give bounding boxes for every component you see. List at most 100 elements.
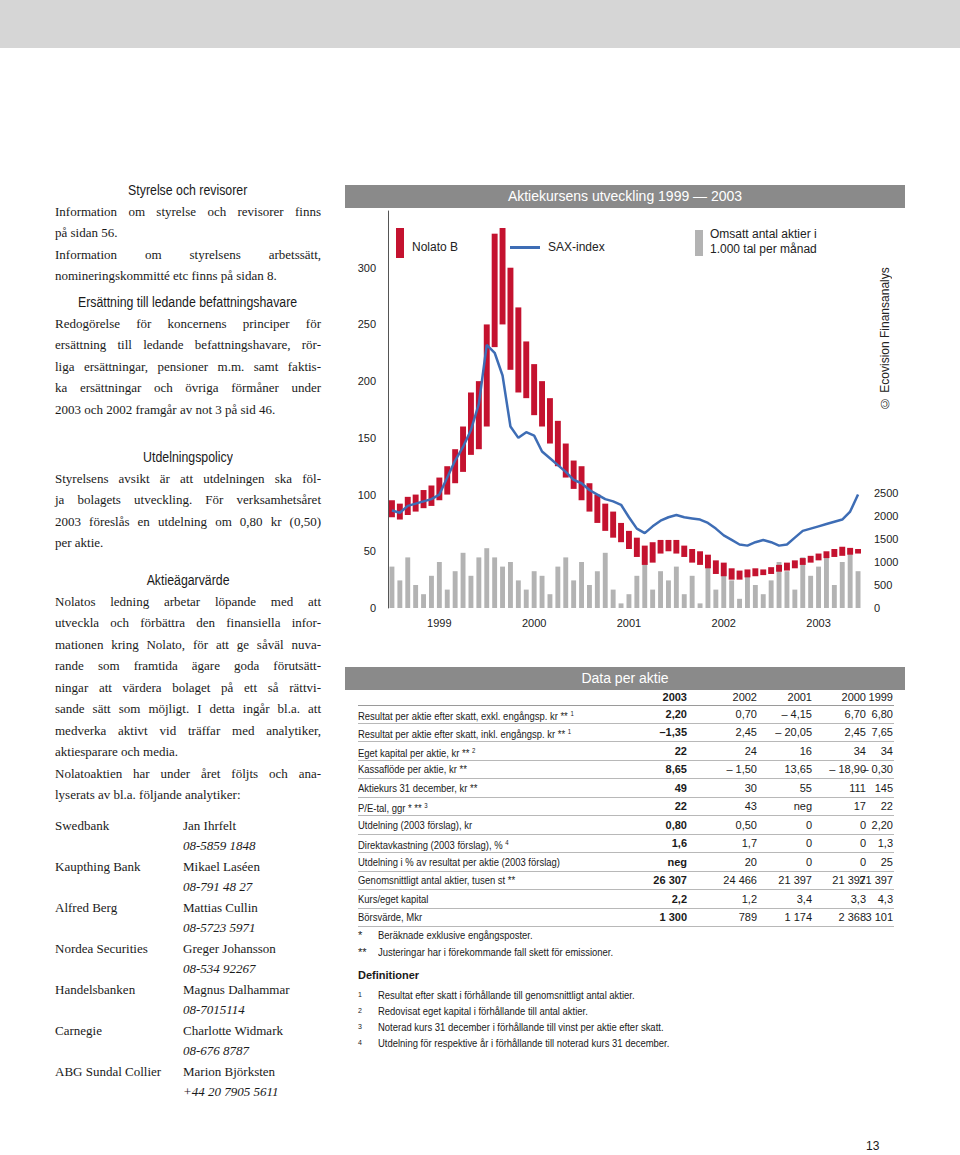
html-text:Data per aktie: Data per aktie [581,670,669,686]
html-text:25: 25 [880,855,893,868]
html-text:Information om styrelsens arbe: Information om styrelsens arbetssätt, [55,246,321,262]
html-text:24: 24 [744,744,757,757]
html-text:34: 34 [880,744,893,757]
html-text:0,70: 0,70 [735,707,757,720]
html-text:Handelsbanken: Handelsbanken [55,982,136,997]
html-text:08-534 92267: 08-534 92267 [183,961,256,976]
html-text:55: 55 [799,781,812,794]
html-text:Greger Johansson: Greger Johansson [183,941,276,956]
html-text:Swedbank: Swedbank [55,818,110,833]
svg-text:2000: 2000 [874,510,898,522]
html-text:sande sätt som möjligt. I dett: sande sätt som möjligt. I detta ingår bl… [55,701,321,716]
svg-text:500: 500 [874,579,892,591]
html-text:2,20: 2,20 [871,818,893,831]
html-text:ersättning till ledande befatt: ersättning till ledande befattningshavar… [55,337,321,352]
html-text:111: 111 [849,781,866,794]
html-text:lyserats av bl.a. följande ana: lyserats av bl.a. följande analytiker: [55,787,241,802]
html-text:ningar att värdera bolaget på: ningar att värdera bolaget på ett så rät… [55,679,321,695]
svg-text:2500: 2500 [874,487,898,499]
html-text:2,20: 2,20 [665,707,687,720]
html-text:Information om styrelse och re: Information om styrelse och revisorer fi… [55,203,321,219]
html-text:nomineringskommitté etc finns: nomineringskommitté etc finns på sidan 8… [55,268,277,283]
html-text:Alfred Berg: Alfred Berg [55,900,118,915]
html-text:ka ersättningar och övriga för: ka ersättningar och övriga förmåner unde… [55,380,321,395]
html-text:16: 16 [799,744,812,757]
html-text:6,80: 6,80 [871,707,893,720]
svg-text:1000: 1000 [874,556,898,568]
html-text:Nolatos ledning arbetar löpand: Nolatos ledning arbetar löpande med att [55,593,321,609]
html-text:Magnus Dalhammar: Magnus Dalhammar [183,982,290,997]
html-text:på sidan 56.: på sidan 56. [55,225,118,240]
html-text:per aktie.: per aktie. [55,535,104,550]
html-text:Styrelsens avsikt är att utdel: Styrelsens avsikt är att utdelningen ska… [55,470,321,486]
html-text:2003 föreslås en utdelning om: 2003 föreslås en utdelning om 0,80 kr (0… [55,513,321,529]
html-text:SAX-index: SAX-index [548,240,605,254]
html-text:145: 145 [874,781,893,794]
html-text:Ersättning till ledande befatt: Ersättning till ledande befattningshavar… [78,294,298,310]
html-text:Eget kapital per aktie, kr **2: Eget kapital per aktie, kr **2 [358,746,476,759]
html-text:liga ersättningar, pensioner m: liga ersättningar, pensioner m.m. samt f… [55,358,321,374]
html-text:rande som framtida ägare goda: rande som framtida ägare goda förutsätt- [55,658,321,673]
html-text:0,50: 0,50 [735,818,757,831]
html-text:2003 och 2002 framgår av not 3: 2003 och 2002 framgår av not 3 på sid 46… [55,401,276,417]
html-text:– 4,15: – 4,15 [781,707,812,720]
html-text:ja bolagets utveckling. För ve: ja bolagets utveckling. För verksamhetså… [55,492,321,507]
html-text:Carnegie: Carnegie [55,1023,102,1038]
html-text:+44 20 7905 5611: +44 20 7905 5611 [183,1084,279,1099]
html-text:aktiesparare och media.: aktiesparare och media. [55,744,179,759]
svg-text:2001: 2001 [617,617,641,629]
html-text:mationen kring Nolato, för att: mationen kring Nolato, för att ge såväl … [55,636,321,652]
svg-text:100: 100 [358,489,376,501]
svg-text:0: 0 [874,602,880,614]
html-text:Mattias Cullin: Mattias Cullin [183,900,258,915]
svg-text:200: 200 [358,375,376,387]
html-text:Utdelning (2003 förslag), kr: Utdelning (2003 förslag), kr [358,818,473,831]
html-text:20: 20 [744,855,757,868]
html-text:utveckla och förbättra den fin: utveckla och förbättra den finansiella i… [55,615,321,630]
html-text:Omsatt antal aktier i 1.000 ta: Omsatt antal aktier i 1.000 tal per måna… [710,227,817,256]
html-text:Mikael Laséen: Mikael Laséen [183,859,260,874]
svg-text:0: 0 [370,602,376,614]
html-text:08-5859 1848: 08-5859 1848 [183,838,256,853]
html-text:Aktiekursens utveckling 1999 —: Aktiekursens utveckling 1999 — 2003 [507,188,743,204]
html-text:08-5723 5971: 08-5723 5971 [183,920,256,935]
html-text:Nordea Securities: Nordea Securities [55,941,148,956]
html-text:Styrelse och revisorer: Styrelse och revisorer [128,182,248,198]
svg-text:250: 250 [358,318,376,330]
svg-text:300: 300 [358,262,376,274]
html-text:08-791 48 27: 08-791 48 27 [183,879,253,894]
html-text:Aktiekurs 31 december, kr **: Aktiekurs 31 december, kr ** [358,781,478,794]
html-text:22: 22 [674,744,687,757]
html-text:Nolato B: Nolato B [412,240,458,254]
svg-text:150: 150 [358,432,376,444]
html-text:ABG Sundal Collier: ABG Sundal Collier [55,1064,162,1079]
html-text:34: 34 [853,744,866,757]
svg-text:2003: 2003 [806,617,830,629]
html-text:neg: neg [667,855,687,868]
html-text:13: 13 [866,1139,880,1153]
html-text:Kurs/eget kapital: Kurs/eget kapital [358,892,429,905]
html-text:Redogörelse för koncernens pri: Redogörelse för koncernens principer för [55,315,321,331]
html-text:Utdelning i % av resultat per: Utdelning i % av resultat per aktie (200… [358,855,560,868]
html-text:Jan Ihrfelt: Jan Ihrfelt [183,818,237,833]
html-text:49: 49 [674,781,687,794]
svg-text:50: 50 [364,545,376,557]
html-text:6,70: 6,70 [844,707,866,720]
html-text:medverka aktivt vid träffar me: medverka aktivt vid träffar med analytik… [55,722,321,738]
html-text:Utdelningspolicy: Utdelningspolicy [143,449,233,465]
html-text:Resultat per aktie efter skatt: Resultat per aktie efter skatt, exkl. en… [358,709,574,722]
html-text:08-676 8787: 08-676 8787 [183,1043,250,1058]
html-text:08-7015114: 08-7015114 [183,1002,245,1017]
html-text:30: 30 [744,781,757,794]
html-text:Aktieägarvärde: Aktieägarvärde [146,572,230,588]
html-text:Charlotte Widmark: Charlotte Widmark [183,1023,283,1038]
svg-text:1500: 1500 [874,533,898,545]
html-text:© Ecovision Finansanalys: © Ecovision Finansanalys [878,267,892,410]
html-text:Nolatoaktien har under året fö: Nolatoaktien har under året följts och a… [55,765,321,781]
html-text:Marion Björksten: Marion Björksten [183,1064,276,1079]
html-text:Kaupthing Bank: Kaupthing Bank [55,859,141,874]
html-text:0,80: 0,80 [665,818,687,831]
svg-text:1999: 1999 [427,617,451,629]
svg-text:2002: 2002 [712,617,736,629]
svg-text:2000: 2000 [522,617,546,629]
